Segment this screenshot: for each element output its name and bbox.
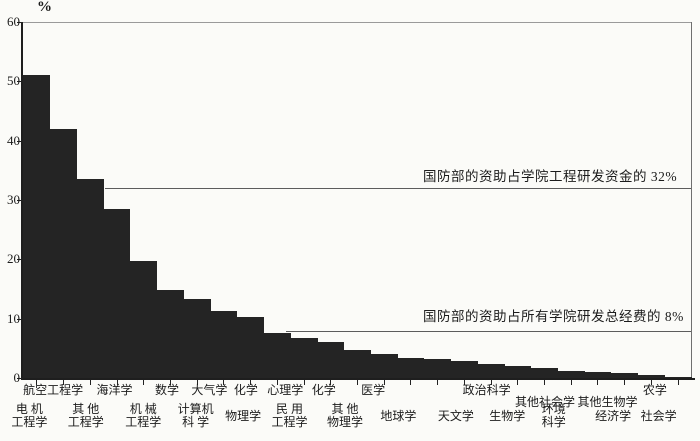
x-tick — [169, 380, 171, 385]
bar-label: 航空工程学 — [23, 383, 84, 397]
bar-label: 化学 — [233, 383, 258, 397]
x-tick — [624, 380, 626, 385]
bar-label: 地球学 — [380, 409, 417, 423]
bar-23 — [610, 373, 639, 378]
y-tick — [17, 140, 23, 142]
x-tick — [597, 380, 599, 385]
x-tick — [196, 380, 198, 385]
x-tick — [410, 380, 412, 385]
y-tick — [17, 81, 23, 83]
x-tick — [570, 380, 572, 385]
bar-label: 大气学 — [191, 383, 228, 397]
plot-right-border — [691, 22, 692, 378]
bar-1 — [23, 75, 51, 378]
x-tick — [490, 380, 492, 385]
y-tick-label: 40 — [7, 132, 20, 148]
bar-label: 民 用工程学 — [271, 402, 308, 429]
y-axis-unit-label: % — [37, 0, 52, 15]
y-tick-label: 30 — [7, 192, 20, 207]
x-tick — [143, 380, 145, 385]
bar-8 — [210, 310, 238, 378]
x-tick — [677, 380, 679, 385]
bar-3 — [76, 179, 104, 378]
x-tick — [650, 380, 652, 385]
x-tick — [517, 380, 519, 385]
bar-label: 政治科学 — [462, 383, 511, 397]
reference-line-32pct — [105, 188, 691, 190]
x-tick — [116, 380, 118, 385]
x-tick — [250, 380, 252, 385]
annotation-32pct: 国防部的资助占学院工程研发资金的 32% — [423, 169, 678, 184]
bar-label: 心理学 — [267, 383, 304, 397]
y-tick-label: 10 — [7, 310, 20, 326]
bar-label: 天文学 — [437, 409, 474, 423]
x-tick — [36, 380, 38, 385]
bar-5 — [129, 261, 158, 378]
bar-label: 农学 — [642, 383, 667, 397]
bar-19 — [503, 366, 532, 378]
x-tick — [544, 380, 546, 385]
y-tick — [17, 200, 23, 201]
bar-9 — [236, 317, 265, 378]
x-tick — [89, 380, 91, 385]
y-tick — [17, 259, 23, 261]
bar-11 — [290, 338, 318, 378]
x-tick — [463, 380, 465, 385]
bar-25 — [664, 376, 692, 378]
bar-label: 化学 — [311, 383, 336, 397]
bar-label: 环境 科学 — [541, 402, 566, 429]
bar-4 — [103, 208, 131, 378]
y-tick-label: 60 — [7, 14, 20, 29]
bar-label: 海洋学 — [96, 383, 133, 397]
x-axis-line — [21, 378, 695, 380]
bar-label: 计算机科 学 — [177, 402, 214, 429]
x-tick — [223, 380, 225, 385]
y-tick — [17, 378, 23, 379]
y-tick-label: 20 — [7, 251, 20, 267]
bar-2 — [49, 128, 78, 378]
bar-22 — [584, 372, 612, 378]
x-tick — [437, 380, 439, 385]
bar-6 — [156, 290, 184, 378]
bar-label: 其 他物理学 — [326, 402, 363, 429]
y-tick — [17, 22, 23, 23]
y-tick — [17, 318, 23, 320]
bar-10 — [263, 332, 291, 378]
x-tick — [383, 380, 385, 385]
bar-17 — [450, 361, 478, 378]
bar-14 — [370, 354, 398, 378]
bar-label: 经济学 — [595, 409, 632, 423]
x-tick — [63, 380, 65, 385]
bar-label: 电 机工程学 — [11, 402, 48, 429]
y-tick-label: 50 — [7, 73, 20, 89]
x-tick — [303, 380, 305, 385]
bar-label: 物理学 — [225, 409, 262, 423]
bar-20 — [530, 367, 558, 378]
x-tick — [276, 380, 278, 385]
bar-label: 其他社会学 — [515, 395, 576, 409]
annotation-8pct: 国防部的资助占所有学院研发总经费的 8% — [423, 309, 684, 324]
bar-label: 生物学 — [489, 409, 526, 423]
top-gridline — [23, 22, 691, 23]
bar-16 — [423, 359, 452, 378]
bar-21 — [557, 370, 585, 378]
bar-18 — [477, 363, 505, 378]
x-tick — [330, 380, 332, 385]
bar-label: 机 械工程学 — [125, 402, 162, 429]
bar-label: 其他生物学 — [577, 395, 638, 409]
bar-24 — [637, 375, 665, 378]
bar-label: 其 他工程学 — [67, 402, 104, 429]
bar-label: 医学 — [361, 383, 386, 397]
y-tick-label: 0 — [13, 370, 21, 385]
bar-label: 社会学 — [640, 409, 677, 423]
bar-12 — [316, 341, 345, 378]
bar-13 — [343, 350, 371, 378]
x-tick — [357, 380, 358, 385]
bar-7 — [183, 299, 211, 378]
bar-15 — [397, 357, 425, 378]
bar-label: 数学 — [154, 383, 179, 397]
reference-line-8pct — [286, 330, 691, 332]
